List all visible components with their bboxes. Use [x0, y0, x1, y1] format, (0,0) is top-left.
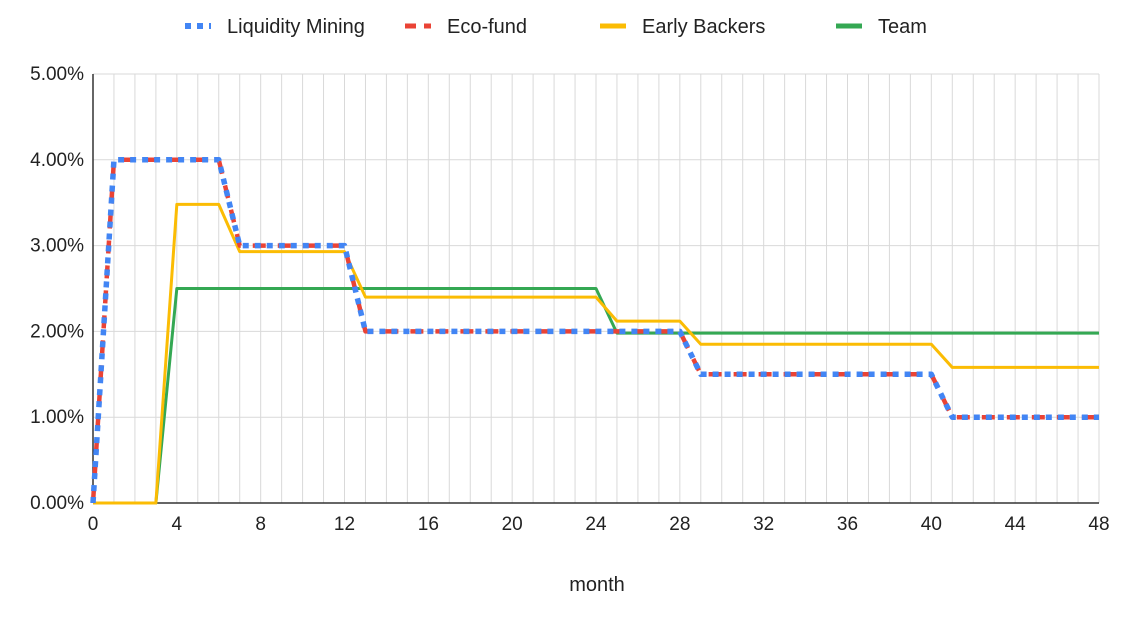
x-tick-label: 8 [255, 514, 266, 535]
x-tick-label: 40 [921, 514, 942, 535]
legend-label: Eco-fund [447, 16, 527, 38]
x-tick-label: 48 [1088, 514, 1109, 535]
y-tick-label: 5.00% [30, 64, 84, 85]
legend-label: Early Backers [642, 16, 765, 38]
x-tick-label: 16 [418, 514, 439, 535]
axes: 0.00%1.00%2.00%3.00%4.00%5.00%0 4 8 12 16 20 2… [30, 64, 1109, 535]
series-line-early-backers [93, 202, 1099, 505]
legend-item-eco-fund: Eco-fund [405, 16, 527, 38]
legend: Liquidity Mining Eco-fund Early Backers Tea… [185, 16, 927, 38]
legend-item-team: Team [836, 16, 927, 38]
x-tick-label: 12 [334, 514, 355, 535]
x-tick-label: 28 [669, 514, 690, 535]
x-tick-label: 32 [753, 514, 774, 535]
x-tick-label: 24 [585, 514, 607, 535]
legend-label: Liquidity Mining [227, 16, 365, 38]
legend-item-liquidity-mining: Liquidity Mining [185, 16, 365, 38]
y-tick-label: 2.00% [30, 321, 84, 342]
x-tick-label: 4 [172, 514, 183, 535]
series-line-liquidity-mining [90, 157, 1099, 504]
x-tick-label: 36 [837, 514, 858, 535]
x-axis-title: month [569, 574, 625, 596]
series-lines [90, 157, 1099, 505]
y-tick-label: 4.00% [30, 150, 84, 171]
legend-label: Team [878, 16, 927, 38]
x-tick-label: 44 [1005, 514, 1027, 535]
y-tick-label: 0.00% [30, 493, 84, 514]
x-tick-label: 0 [88, 514, 99, 535]
x-tick-label: 20 [502, 514, 523, 535]
legend-item-early-backers: Early Backers [600, 16, 765, 38]
y-tick-label: 1.00% [30, 407, 84, 428]
y-tick-label: 3.00% [30, 236, 84, 257]
